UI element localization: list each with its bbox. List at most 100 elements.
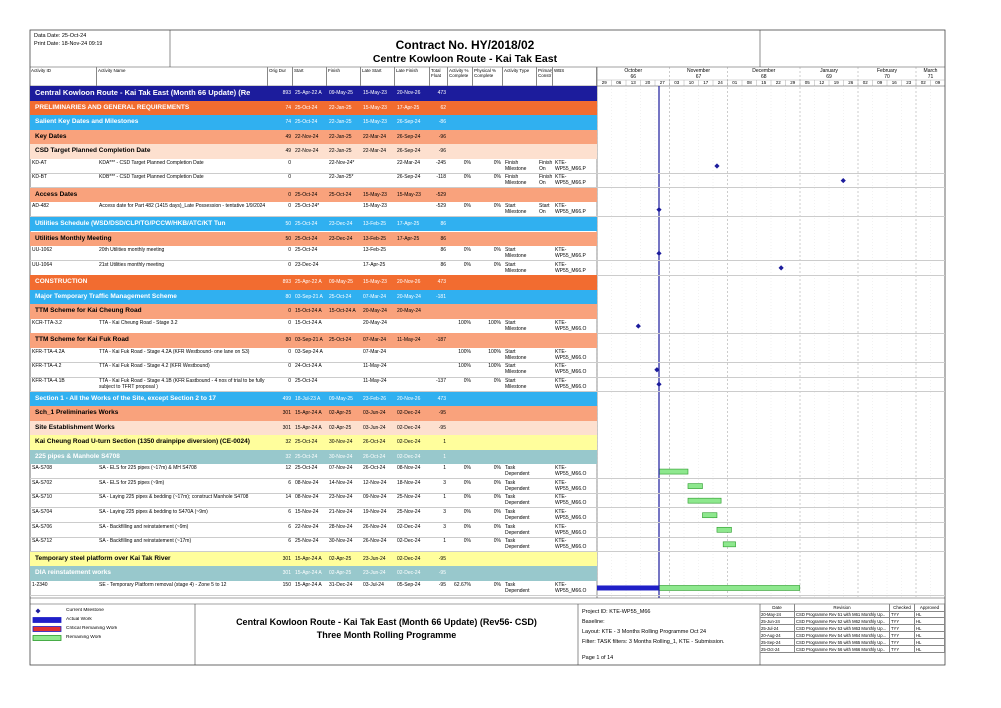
cell-activity-type: Start Milestone [505,363,527,376]
group-band [30,275,597,290]
cell-late-finish: 20-Nov-26 [397,279,421,286]
cell-activity-type: Task Dependent [505,538,530,551]
cell-wbs: KTE-WP55_M66.O [555,538,587,551]
data-date-value: 25-Oct-24 [61,33,87,39]
cell-late-finish: 02-Dec-24 [397,523,421,530]
cell-start: 15-Oct-24 A [295,308,322,315]
cell-activity-pct: 0% [463,174,471,181]
group-name: Salient Key Dates and Milestones [35,118,139,126]
cell-name: SA - ELS for 225 pipes (~9m) [99,479,165,486]
cell-activity-type: Task Dependent [505,494,530,507]
cell-late-start: 26-Oct-24 [363,465,386,472]
data-date-label: Data Date: [34,33,61,39]
cell-finish: 02-Apr-25 [329,570,352,577]
cell-total-float: 1 [443,538,446,545]
group-name: DIA reinstatement works [35,569,111,577]
cell-activity-pct: 0% [463,159,471,166]
cell-finish: 02-Apr-25 [329,555,352,562]
group-band [30,100,597,116]
week-label: 13 [630,80,636,85]
cell-orig-dur: 499 [282,395,291,402]
cell-finish: 22-Jan-25 [329,104,352,111]
cell-physical-pct: 100% [488,319,501,326]
cell-start: 15-Apr-24 A [295,581,322,588]
cell-finish: 22-Nov-24* [329,159,355,166]
cell-late-finish: 02-Dec-24 [397,424,421,431]
cell-activity-type: Task Dependent [505,508,530,521]
cell-start: 22-Nov-24 [295,133,319,140]
cell-wbs: KTE-WP55_M66.P [555,203,586,216]
cell-late-finish: 20-Nov-26 [397,395,421,402]
cell-activity-pct: 0% [463,508,471,515]
cell-total-float: 3 [443,479,446,486]
cell-finish: 09-May-25 [329,90,353,96]
contract-title: Contract No. HY/2018/02 [395,38,535,52]
milestone [654,367,660,373]
revision-header: Revision [795,604,890,612]
cell-start: 25-Oct-24 [295,439,318,446]
cell-start: 08-Nov-24 [295,494,319,501]
cell-activity-pct: 0% [463,465,471,472]
row-rule [30,332,945,334]
week-label: 22 [775,80,781,85]
cell-activity-type: Start Milestone [505,348,527,361]
week-label: 29 [601,80,607,85]
cell-total-float: 1 [443,439,446,446]
revision-cell: TYY [890,618,915,625]
week-label: 26 [848,80,854,85]
cell-wbs: KTE-WP55_M66.O [555,465,587,478]
cell-start: 15-Oct-24 A [295,319,322,326]
group-name: CONSTRUCTION [35,278,88,286]
week-label: 09 [935,80,941,85]
cell-wbs: KTE-WP55_M66.O [555,378,587,390]
cell-activity-type: Start Milestone [505,247,527,260]
cell-id: KD-AT [32,159,47,166]
cell-late-finish: 20-May-24 [397,293,421,300]
cell-orig-dur: 893 [282,90,291,96]
revision-header: Approved [915,604,945,612]
group-name: Utilities Monthly Meeting [35,234,112,242]
cell-late-start: 23-Feb-26 [363,395,387,402]
cell-activity-pct: 100% [458,348,471,355]
cell-total-float: -529 [435,191,446,198]
cell-late-finish: 17-Apr-25 [397,220,420,227]
group-band [30,566,597,581]
column-header: WBS [553,67,597,86]
revision-cell: 25-Jun-24 [760,618,795,625]
cell-late-finish: 11-May-24 [397,337,421,344]
cell-late-start: 20-May-24 [363,319,387,326]
cell-start: 15-Apr-24 A [295,570,322,577]
revision-cell: CSD Programme Rev 51 with M61 Monthly Up… [795,611,890,618]
cell-start: 03-Sep-21 A [295,337,323,344]
cell-finish: 02-Apr-25 [329,410,352,417]
cell-finish: 21-Nov-24 [329,508,353,515]
cell-orig-dur: 0 [288,174,291,181]
legend-label: Remaining Work [66,635,102,640]
cell-start: 22-Nov-24 [295,148,319,155]
cell-orig-dur: 49 [285,148,291,155]
cell-late-finish: 22-Mar-24 [397,159,421,166]
group-band [30,435,597,450]
cell-orig-dur: 32 [285,453,291,460]
cell-total-float: -95 [438,424,446,431]
legend-label: Actual Work [66,617,92,622]
cell-physical-pct: 0% [493,508,501,515]
cell-orig-dur: 0 [288,191,291,198]
month-label: February [876,68,897,74]
cell-total-float: 1 [443,494,446,501]
cell-physical-pct: 100% [488,348,501,355]
cell-late-start: 22-Mar-24 [363,148,387,155]
cell-name: SA - ELS for 225 pipes (~17m) & MH S4708 [99,465,197,472]
cell-total-float: 86 [440,235,446,242]
cell-orig-dur: 301 [282,410,291,417]
cell-late-start: 07-Mar-24 [363,348,387,355]
cell-primary-constr: Finish On [539,174,553,187]
cell-name: SA - Backfilling and reinstatement (~9m) [99,523,189,530]
cell-activity-pct: 0% [463,378,471,384]
cell-late-finish: 17-Apr-25 [397,235,420,242]
row-rule [30,478,945,479]
cell-late-finish: 26-Sep-24 [397,119,421,126]
legend-swatch [32,635,62,641]
project-info: Layout: KTE - 3 Months Rolling Programme… [582,629,707,635]
cell-activity-type: Task Dependent [505,581,530,594]
